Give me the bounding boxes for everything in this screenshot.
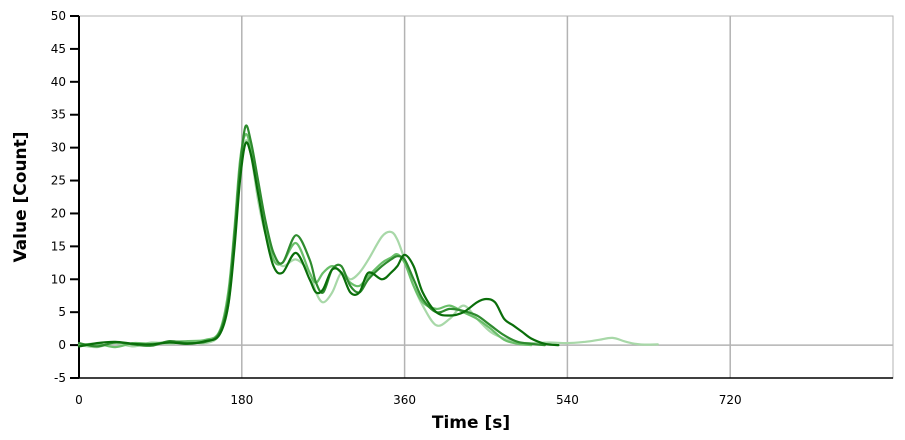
axes xyxy=(70,15,893,379)
y-tick-label: 50 xyxy=(51,9,66,23)
x-axis-title: Time [s] xyxy=(432,413,510,433)
y-tick-label: 30 xyxy=(51,141,66,155)
x-tick-label: 540 xyxy=(556,393,579,407)
y-tick-label: 45 xyxy=(51,42,66,56)
y-tick-label: 20 xyxy=(51,206,66,220)
series-line-4 xyxy=(77,141,560,348)
y-tick-label: 15 xyxy=(51,239,66,253)
y-tick-label: 40 xyxy=(51,75,66,89)
y-axis-title: Value [Count] xyxy=(11,131,31,262)
x-tick-label: 0 xyxy=(75,393,83,407)
tick-labels: -5 0 5 10 15 20 25 30 35 40 45 50 0 180 360 540 720 xyxy=(51,9,742,407)
y-tick-label: 25 xyxy=(51,174,66,188)
y-tick-label: 35 xyxy=(51,108,66,122)
series-layer xyxy=(77,124,659,349)
x-tick-label: 360 xyxy=(393,393,416,407)
y-tick-label: 5 xyxy=(58,305,66,319)
y-tick-label: -5 xyxy=(54,371,66,385)
y-tick-label: 0 xyxy=(58,338,66,352)
x-tick-label: 180 xyxy=(230,393,253,407)
y-tick-label: 10 xyxy=(51,272,66,286)
plot-background xyxy=(78,15,894,379)
grid-lines xyxy=(79,16,893,378)
x-tick-label: 720 xyxy=(719,393,742,407)
